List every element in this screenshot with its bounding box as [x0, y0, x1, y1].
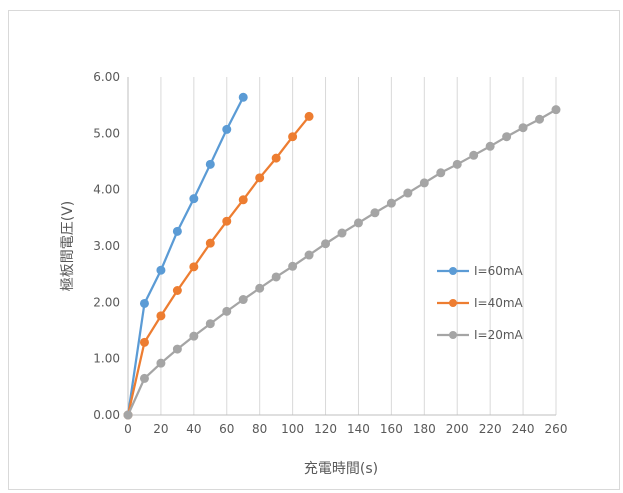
data-point: [238, 295, 248, 305]
x-tick-label: 60: [219, 422, 234, 436]
data-point: [139, 298, 149, 308]
x-tick-label: 220: [479, 422, 502, 436]
data-point: [172, 286, 182, 296]
data-point: [469, 150, 479, 160]
y-tick-label: 4.00: [93, 183, 120, 197]
series-line: [126, 108, 557, 416]
data-point: [288, 261, 298, 271]
x-tick-label: 120: [314, 422, 337, 436]
y-tick-label: 1.00: [93, 352, 120, 366]
chart-area: 0 20 40 60 80 100 120 140 160 180 200 220 240 260 0.00…: [8, 10, 620, 490]
x-axis-title: 充電時間(s): [304, 461, 378, 477]
x-tick-label: 160: [380, 422, 403, 436]
data-point: [502, 132, 512, 142]
legend-label: I=40mA: [474, 296, 524, 310]
legend-label: I=20mA: [474, 328, 524, 342]
data-point: [436, 168, 446, 178]
axes: [127, 77, 556, 416]
x-tick-label: 80: [252, 422, 267, 436]
data-point: [156, 358, 166, 368]
data-point: [551, 105, 561, 115]
data-point: [222, 306, 232, 316]
gridlines: [160, 77, 557, 415]
data-point: [386, 198, 396, 208]
data-point: [255, 283, 265, 293]
data-point: [353, 218, 363, 228]
data-point: [123, 410, 133, 420]
x-tick-label: 140: [347, 422, 370, 436]
data-point: [304, 111, 314, 121]
data-point: [189, 262, 199, 272]
data-point: [370, 208, 380, 218]
data-point: [452, 159, 462, 169]
y-axis-title: 極板間電圧(V): [60, 201, 76, 292]
data-point: [255, 173, 265, 183]
data-point: [321, 239, 331, 249]
y-tick-label: 6.00: [93, 70, 120, 84]
x-tick-label: 240: [512, 422, 535, 436]
line-chart: 0 20 40 60 80 100 120 140 160 180 200 220 240 260 0.00…: [60, 70, 567, 477]
x-tick-label: 20: [153, 422, 168, 436]
data-point: [535, 114, 545, 124]
data-point: [205, 319, 215, 329]
x-tick-label: 100: [281, 422, 304, 436]
data-point: [139, 337, 149, 347]
data-point: [156, 311, 166, 321]
x-tick-label: 260: [545, 422, 568, 436]
data-point: [288, 132, 298, 142]
data-point: [419, 178, 429, 188]
legend-marker: [449, 299, 457, 307]
data-point: [139, 373, 149, 383]
x-tick-label: 180: [413, 422, 436, 436]
data-point: [271, 272, 281, 282]
data-point: [222, 216, 232, 226]
data-point: [337, 228, 347, 238]
data-point: [156, 265, 166, 275]
data-point: [403, 188, 413, 198]
series-line: [126, 96, 245, 416]
data-point: [238, 92, 248, 102]
data-point: [222, 124, 232, 134]
legend-marker: [449, 267, 457, 275]
data-point: [271, 153, 281, 163]
data-point: [485, 141, 495, 151]
x-tick-label: 200: [446, 422, 469, 436]
data-point: [189, 194, 199, 204]
legend-marker: [449, 331, 457, 339]
legend: I=60mA I=40mA I=20mA: [437, 264, 524, 342]
y-tick-label: 3.00: [93, 239, 120, 253]
x-tick-label: 40: [186, 422, 201, 436]
y-tick-label: 5.00: [93, 126, 120, 140]
legend-label: I=60mA: [474, 264, 524, 278]
data-point: [205, 238, 215, 248]
x-tick-label: 0: [124, 422, 132, 436]
data-point: [189, 331, 199, 341]
tick-labels: 0 20 40 60 80 100 120 140 160 180 200 220 240 260 0.00…: [93, 70, 567, 436]
series-group: [123, 92, 561, 420]
data-point: [172, 344, 182, 354]
y-tick-label: 0.00: [93, 408, 120, 422]
y-tick-label: 2.00: [93, 295, 120, 309]
data-point: [238, 195, 248, 205]
series-line: [126, 115, 310, 416]
data-point: [172, 226, 182, 236]
data-point: [205, 159, 215, 169]
data-point: [518, 123, 528, 133]
data-point: [304, 250, 314, 260]
